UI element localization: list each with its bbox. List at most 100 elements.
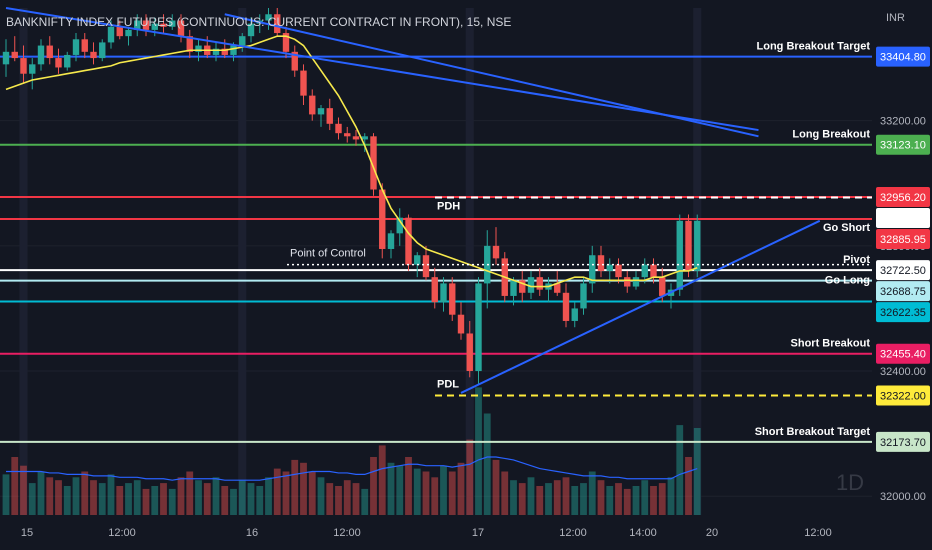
candle-body xyxy=(335,123,342,134)
candle-body xyxy=(615,264,622,278)
trend-lines[interactable] xyxy=(5,7,821,394)
candle-body xyxy=(344,133,351,137)
volume-bar xyxy=(510,480,517,515)
volume-bar xyxy=(606,486,614,515)
price-badge xyxy=(876,343,930,364)
price-badge xyxy=(876,207,930,228)
candle-body xyxy=(396,217,403,234)
candle-body xyxy=(309,95,316,115)
candle-body xyxy=(597,255,605,271)
candle-body xyxy=(81,39,88,52)
candle-body xyxy=(37,45,45,65)
candle-body xyxy=(414,255,421,265)
candle-body xyxy=(650,264,657,278)
candle-body xyxy=(676,220,683,290)
volume-ma-line xyxy=(6,456,698,481)
price-tick-label: 33200.00 xyxy=(880,116,926,128)
level-label: Long Breakout xyxy=(792,129,870,141)
volume-bar xyxy=(413,468,421,515)
candle-body xyxy=(125,29,132,37)
time-tick-label: 12:00 xyxy=(333,527,361,539)
candle-body xyxy=(2,51,10,65)
candle-body xyxy=(282,33,290,52)
volume-bar xyxy=(422,471,430,515)
volume-bar xyxy=(133,480,141,515)
chart-title: BANKNIFTY INDEX FUTURES (CONTINUOUS: CUR… xyxy=(6,15,511,29)
volume-bar xyxy=(518,483,526,515)
volume-bar xyxy=(291,459,299,515)
ema-line xyxy=(5,35,698,288)
session-band xyxy=(465,8,474,515)
volume-bar xyxy=(256,486,264,515)
candle-body xyxy=(466,333,473,372)
candle-body xyxy=(177,20,185,37)
candle-body xyxy=(370,136,377,190)
candle-body xyxy=(186,36,193,52)
volume-bar xyxy=(90,480,97,515)
volume-bar xyxy=(685,457,692,515)
price-badge-label: 32455.40 xyxy=(880,349,926,361)
price-badge xyxy=(876,186,930,207)
candle-body xyxy=(624,277,631,287)
trend-line[interactable] xyxy=(224,13,759,138)
price-badge xyxy=(876,228,930,249)
time-tick-label: 20 xyxy=(706,527,718,539)
volume-bar xyxy=(116,486,124,515)
candle-body xyxy=(300,70,307,96)
time-tick-label: 12:00 xyxy=(559,527,587,539)
currency-label: INR xyxy=(886,12,905,24)
candle-body xyxy=(247,23,255,37)
volume-bar xyxy=(300,462,307,515)
candle-body xyxy=(221,48,228,55)
price-badge xyxy=(876,302,930,323)
time-axis[interactable]: 15 12:00 16 12:00 17 12:00 14:00 20 12:00 xyxy=(21,527,832,539)
volume-bar xyxy=(545,483,552,515)
pdl-label: PDL xyxy=(437,378,459,390)
price-axis[interactable]: 33200.0032800.0032400.0032000.0033404.80… xyxy=(872,0,932,550)
candle-body xyxy=(291,51,298,71)
volume-bar xyxy=(203,483,211,515)
volume-bars xyxy=(2,387,701,515)
candle-body xyxy=(29,64,36,74)
trend-line[interactable] xyxy=(5,7,759,132)
volume-bar xyxy=(378,445,386,515)
candles xyxy=(2,8,701,384)
level-label: Long Breakout Target xyxy=(757,41,871,53)
volume-bar xyxy=(72,477,80,515)
volume-bar xyxy=(431,477,439,515)
candle-body xyxy=(151,23,158,30)
volume-bar xyxy=(352,483,360,515)
candle-body xyxy=(46,45,53,59)
price-badge-label: 32885.95 xyxy=(880,234,926,246)
candle-body xyxy=(422,255,430,278)
volume-bar xyxy=(221,486,229,515)
candle-body xyxy=(641,264,648,278)
volume-bar xyxy=(186,471,194,515)
candle-body xyxy=(352,136,360,140)
price-badge-label: 32954.65 xyxy=(880,213,926,225)
level-label: Pivot xyxy=(843,254,870,266)
volume-bar xyxy=(335,486,342,515)
volume-bar xyxy=(492,459,500,515)
volume-bar xyxy=(282,471,290,515)
candle-body xyxy=(527,277,535,293)
volume-bar xyxy=(151,486,159,515)
volume-bar xyxy=(37,471,45,515)
trend-line[interactable] xyxy=(460,219,821,394)
volume-bar xyxy=(168,488,176,515)
candle-body xyxy=(379,189,386,249)
volume-bar xyxy=(317,477,325,515)
candle-body xyxy=(169,20,176,27)
time-tick-label: 12:00 xyxy=(804,527,832,539)
time-tick-label: 17 xyxy=(472,527,484,539)
volume-bar xyxy=(273,468,281,515)
time-tick-label: 16 xyxy=(246,527,258,539)
candle-body xyxy=(72,39,80,55)
price-badge-label: 32622.35 xyxy=(880,307,926,319)
candle-body xyxy=(440,283,447,303)
candle-body xyxy=(571,308,578,321)
price-badge xyxy=(876,260,930,281)
candle-body xyxy=(142,20,150,30)
volume-bar xyxy=(160,483,167,515)
